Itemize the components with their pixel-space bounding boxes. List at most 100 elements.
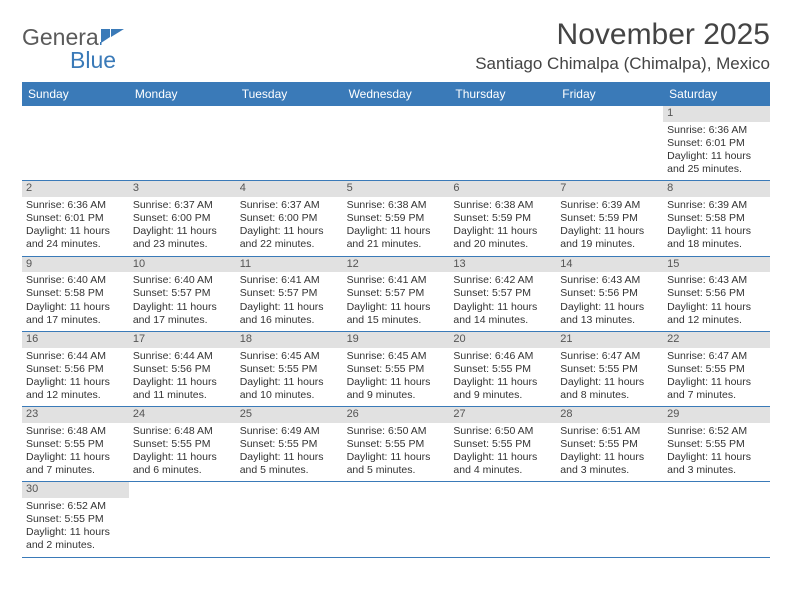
day-info-line: Daylight: 11 hours xyxy=(453,376,552,389)
day-body: Sunrise: 6:37 AMSunset: 6:00 PMDaylight:… xyxy=(236,197,343,256)
day-info-line: Sunrise: 6:48 AM xyxy=(26,425,125,438)
day-info-line: Sunset: 5:59 PM xyxy=(453,212,552,225)
day-body: Sunrise: 6:36 AMSunset: 6:01 PMDaylight:… xyxy=(663,122,770,181)
calendar-cell-empty xyxy=(556,106,663,181)
day-info-line: Sunset: 5:55 PM xyxy=(347,438,446,451)
calendar-cell-empty xyxy=(556,482,663,557)
day-info-line: Daylight: 11 hours xyxy=(453,225,552,238)
day-info-line: Sunrise: 6:39 AM xyxy=(560,199,659,212)
day-info-line: Sunset: 6:01 PM xyxy=(667,137,766,150)
calendar-cell: 14Sunrise: 6:43 AMSunset: 5:56 PMDayligh… xyxy=(556,257,663,332)
title-block: November 2025 Santiago Chimalpa (Chimalp… xyxy=(475,18,770,74)
day-info-line: Sunset: 5:55 PM xyxy=(560,438,659,451)
day-info-line: Sunrise: 6:47 AM xyxy=(667,350,766,363)
day-info-line: Daylight: 11 hours xyxy=(453,451,552,464)
day-number: 4 xyxy=(236,181,343,197)
calendar-cell: 16Sunrise: 6:44 AMSunset: 5:56 PMDayligh… xyxy=(22,332,129,407)
day-info-line: Sunset: 6:00 PM xyxy=(240,212,339,225)
day-body: Sunrise: 6:45 AMSunset: 5:55 PMDaylight:… xyxy=(343,348,450,407)
day-info-line: and 22 minutes. xyxy=(240,238,339,251)
day-info-line: Daylight: 11 hours xyxy=(133,451,232,464)
calendar-grid: SundayMondayTuesdayWednesdayThursdayFrid… xyxy=(22,82,770,558)
day-number: 9 xyxy=(22,257,129,273)
day-info-line: Sunset: 5:55 PM xyxy=(133,438,232,451)
day-info-line: and 10 minutes. xyxy=(240,389,339,402)
day-info-line: Sunrise: 6:44 AM xyxy=(133,350,232,363)
day-info-line: Sunrise: 6:43 AM xyxy=(667,274,766,287)
day-body: Sunrise: 6:44 AMSunset: 5:56 PMDaylight:… xyxy=(129,348,236,407)
day-body: Sunrise: 6:39 AMSunset: 5:59 PMDaylight:… xyxy=(556,197,663,256)
calendar-cell: 3Sunrise: 6:37 AMSunset: 6:00 PMDaylight… xyxy=(129,181,236,256)
day-info-line: Daylight: 11 hours xyxy=(347,225,446,238)
day-body: Sunrise: 6:40 AMSunset: 5:57 PMDaylight:… xyxy=(129,272,236,331)
day-info-line: Sunset: 5:55 PM xyxy=(667,363,766,376)
day-info-line: Sunset: 5:55 PM xyxy=(453,438,552,451)
day-info-line: and 5 minutes. xyxy=(347,464,446,477)
day-body: Sunrise: 6:47 AMSunset: 5:55 PMDaylight:… xyxy=(663,348,770,407)
calendar-cell-empty xyxy=(449,106,556,181)
day-body: Sunrise: 6:42 AMSunset: 5:57 PMDaylight:… xyxy=(449,272,556,331)
day-info-line: Sunrise: 6:52 AM xyxy=(26,500,125,513)
calendar-cell: 9Sunrise: 6:40 AMSunset: 5:58 PMDaylight… xyxy=(22,257,129,332)
day-info-line: Sunset: 5:55 PM xyxy=(240,363,339,376)
day-info-line: Sunset: 5:55 PM xyxy=(240,438,339,451)
calendar-cell: 10Sunrise: 6:40 AMSunset: 5:57 PMDayligh… xyxy=(129,257,236,332)
calendar-cell: 23Sunrise: 6:48 AMSunset: 5:55 PMDayligh… xyxy=(22,407,129,482)
day-info-line: and 2 minutes. xyxy=(26,539,125,552)
day-header: Wednesday xyxy=(343,82,450,106)
day-body: Sunrise: 6:52 AMSunset: 5:55 PMDaylight:… xyxy=(22,498,129,557)
calendar-cell-empty xyxy=(343,106,450,181)
day-info-line: Sunset: 5:59 PM xyxy=(560,212,659,225)
day-info-line: Sunset: 5:56 PM xyxy=(560,287,659,300)
day-info-line: and 12 minutes. xyxy=(26,389,125,402)
day-number: 19 xyxy=(343,332,450,348)
day-body: Sunrise: 6:45 AMSunset: 5:55 PMDaylight:… xyxy=(236,348,343,407)
calendar-cell: 15Sunrise: 6:43 AMSunset: 5:56 PMDayligh… xyxy=(663,257,770,332)
calendar-cell-empty xyxy=(129,482,236,557)
day-number: 21 xyxy=(556,332,663,348)
day-info-line: Daylight: 11 hours xyxy=(133,376,232,389)
day-info-line: Sunset: 5:55 PM xyxy=(453,363,552,376)
day-info-line: Sunset: 5:57 PM xyxy=(133,287,232,300)
day-body: Sunrise: 6:46 AMSunset: 5:55 PMDaylight:… xyxy=(449,348,556,407)
day-info-line: Sunset: 5:56 PM xyxy=(133,363,232,376)
day-info-line: Sunrise: 6:41 AM xyxy=(347,274,446,287)
location: Santiago Chimalpa (Chimalpa), Mexico xyxy=(475,54,770,74)
day-info-line: Daylight: 11 hours xyxy=(240,301,339,314)
day-number: 2 xyxy=(22,181,129,197)
day-number: 27 xyxy=(449,407,556,423)
day-info-line: Sunset: 5:59 PM xyxy=(347,212,446,225)
day-info-line: Sunrise: 6:36 AM xyxy=(667,124,766,137)
calendar-cell: 20Sunrise: 6:46 AMSunset: 5:55 PMDayligh… xyxy=(449,332,556,407)
day-number: 29 xyxy=(663,407,770,423)
day-info-line: and 19 minutes. xyxy=(560,238,659,251)
day-info-line: and 8 minutes. xyxy=(560,389,659,402)
day-info-line: Daylight: 11 hours xyxy=(133,301,232,314)
calendar-cell: 28Sunrise: 6:51 AMSunset: 5:55 PMDayligh… xyxy=(556,407,663,482)
day-info-line: and 23 minutes. xyxy=(133,238,232,251)
calendar-cell: 19Sunrise: 6:45 AMSunset: 5:55 PMDayligh… xyxy=(343,332,450,407)
calendar-cell: 29Sunrise: 6:52 AMSunset: 5:55 PMDayligh… xyxy=(663,407,770,482)
day-info-line: and 7 minutes. xyxy=(667,389,766,402)
day-info-line: Sunrise: 6:52 AM xyxy=(667,425,766,438)
day-info-line: Daylight: 11 hours xyxy=(26,225,125,238)
calendar-cell: 25Sunrise: 6:49 AMSunset: 5:55 PMDayligh… xyxy=(236,407,343,482)
day-info-line: Daylight: 11 hours xyxy=(667,225,766,238)
day-number: 23 xyxy=(22,407,129,423)
day-info-line: and 25 minutes. xyxy=(667,163,766,176)
day-number: 6 xyxy=(449,181,556,197)
day-info-line: and 20 minutes. xyxy=(453,238,552,251)
day-info-line: and 9 minutes. xyxy=(347,389,446,402)
day-header: Sunday xyxy=(22,82,129,106)
day-info-line: and 17 minutes. xyxy=(133,314,232,327)
day-number: 18 xyxy=(236,332,343,348)
day-info-line: Daylight: 11 hours xyxy=(560,376,659,389)
day-info-line: and 7 minutes. xyxy=(26,464,125,477)
day-body: Sunrise: 6:38 AMSunset: 5:59 PMDaylight:… xyxy=(449,197,556,256)
calendar-cell-empty xyxy=(236,106,343,181)
day-info-line: Sunset: 6:00 PM xyxy=(133,212,232,225)
day-number: 17 xyxy=(129,332,236,348)
day-number: 5 xyxy=(343,181,450,197)
day-info-line: Daylight: 11 hours xyxy=(347,451,446,464)
day-info-line: Sunrise: 6:47 AM xyxy=(560,350,659,363)
